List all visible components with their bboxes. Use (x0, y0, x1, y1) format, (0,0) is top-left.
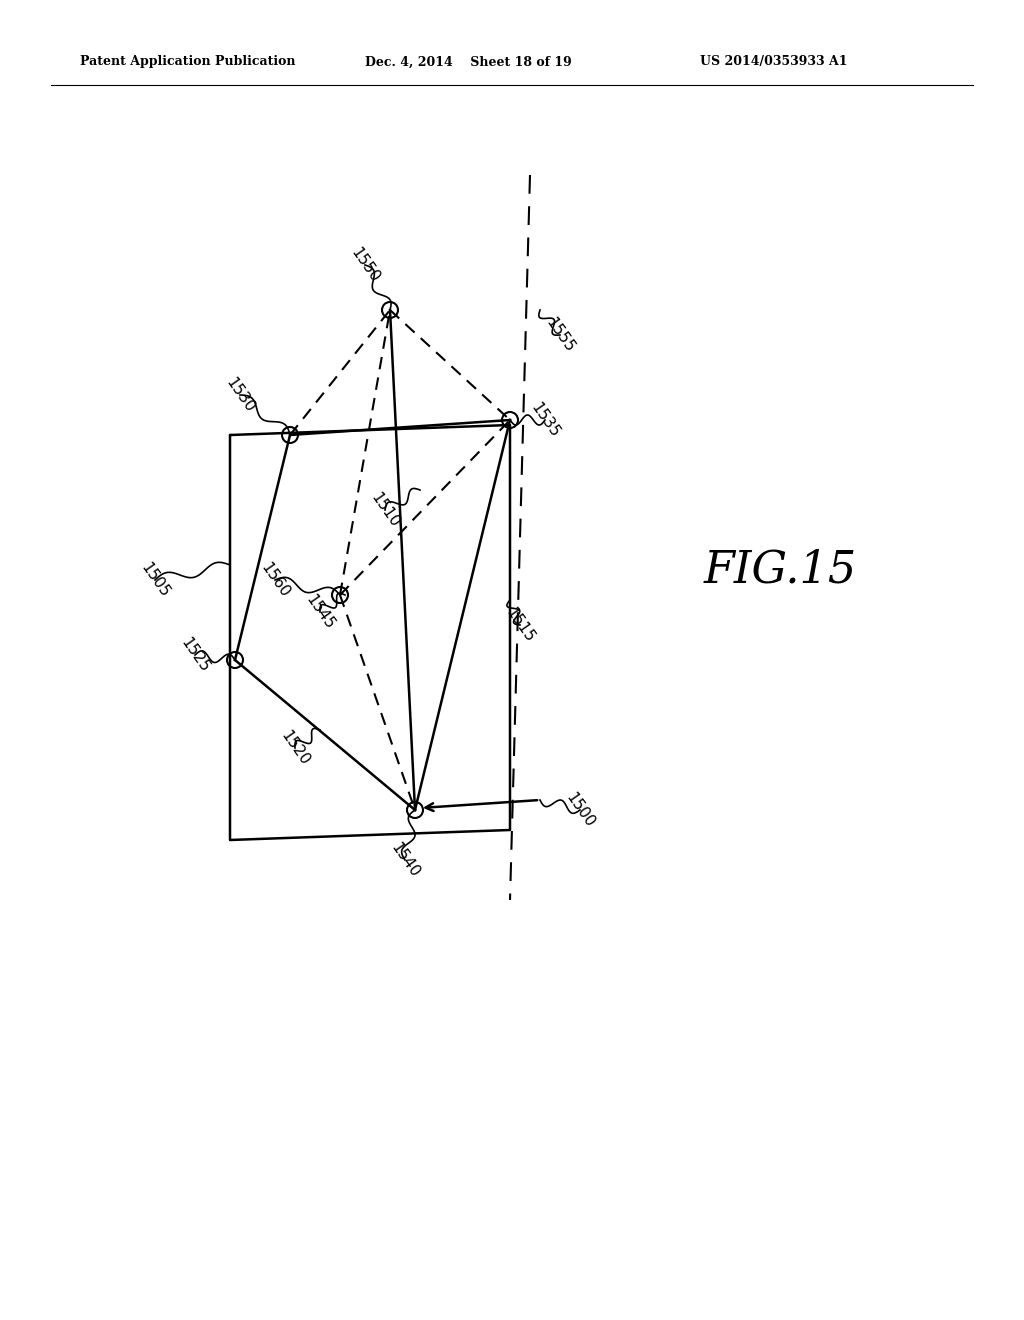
Text: 1515: 1515 (503, 605, 538, 645)
Text: Dec. 4, 2014    Sheet 18 of 19: Dec. 4, 2014 Sheet 18 of 19 (365, 55, 571, 69)
Text: 1505: 1505 (138, 560, 172, 601)
Text: 1530: 1530 (223, 375, 257, 414)
Text: Patent Application Publication: Patent Application Publication (80, 55, 296, 69)
Text: 1510: 1510 (368, 490, 402, 531)
Text: 1525: 1525 (178, 635, 212, 675)
Text: 1545: 1545 (303, 591, 337, 632)
Text: 1560: 1560 (258, 560, 292, 601)
Text: FIG.15: FIG.15 (703, 548, 857, 591)
Text: 1535: 1535 (527, 400, 562, 440)
Text: 1555: 1555 (543, 315, 578, 355)
Text: 1540: 1540 (388, 840, 422, 880)
Text: 1500: 1500 (563, 789, 597, 830)
Text: US 2014/0353933 A1: US 2014/0353933 A1 (700, 55, 848, 69)
Text: 1550: 1550 (348, 246, 382, 285)
Text: 1520: 1520 (278, 727, 312, 768)
